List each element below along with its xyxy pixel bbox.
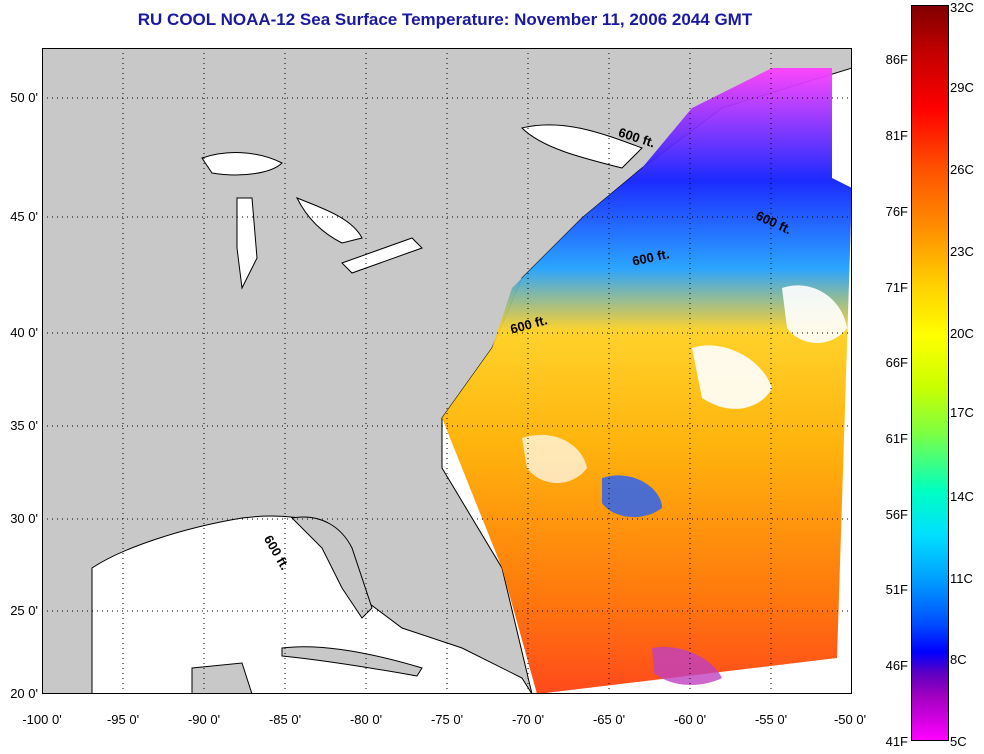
yucatan (191, 662, 253, 694)
cloud-patch (692, 345, 772, 409)
lon-label-50: -50 0' (833, 712, 867, 727)
lat-label-40: 40 0' (10, 325, 38, 340)
cloud-patch (782, 285, 847, 343)
colorbar-f-label: 61F (885, 431, 908, 446)
lat-label-35: 35 0' (10, 418, 38, 433)
colorbar-f-label: 86F (885, 52, 908, 67)
lat-label-50: 50 0' (10, 90, 38, 105)
colorbar-f-label: 66F (885, 355, 908, 370)
colorbar-c-label: 8C (950, 652, 967, 667)
lon-label-65: -65 0' (592, 712, 626, 727)
gulf-of-st-lawrence (521, 124, 643, 169)
lon-label-70: -70 0' (511, 712, 545, 727)
colorbar-f-label: 46F (885, 658, 908, 673)
colorbar-c-label: 17C (950, 405, 974, 420)
lake-erie (341, 237, 423, 274)
lat-label-25: 25 0' (10, 603, 38, 618)
graticule (42, 48, 852, 694)
lat-label-45: 45 0' (10, 209, 38, 224)
cuba (281, 646, 423, 677)
lon-label-75: -75 0' (430, 712, 464, 727)
lake-huron (295, 197, 363, 244)
cool-eddy (602, 475, 662, 518)
lat-label-30: 30 0' (10, 511, 38, 526)
map-title: RU COOL NOAA-12 Sea Surface Temperature:… (137, 10, 753, 29)
colorbar-c-label: 29C (950, 80, 974, 95)
colorbar-c-label: 26C (950, 162, 974, 177)
lat-label-20: 20 0' (10, 686, 38, 701)
lon-label-80: -80 0' (349, 712, 383, 727)
colorbar-f-label: 51F (885, 582, 908, 597)
cloud-patch (522, 434, 587, 483)
lon-label-60: -60 0' (673, 712, 707, 727)
colorbar-c-label: 11C (950, 571, 973, 586)
colorbar-f-label: 76F (885, 204, 908, 219)
colorbar-c-label: 20C (950, 326, 974, 341)
colorbar-f-label: 41F (885, 734, 908, 749)
lon-label-90: -90 0' (187, 712, 221, 727)
colorbar-c-label: 5C (950, 734, 967, 749)
sst-swath (442, 68, 852, 694)
colorbar-c-label: 23C (950, 244, 974, 259)
colorbar-f-label: 56F (885, 507, 908, 522)
lake-michigan (236, 197, 258, 290)
temperature-colorbar (911, 5, 949, 741)
sst-map (42, 48, 852, 694)
lon-label-55: -55 0' (754, 712, 788, 727)
colorbar-f-label: 81F (885, 128, 908, 143)
lon-label-95: -95 0' (106, 712, 140, 727)
map-frame (42, 48, 852, 694)
lon-label-85: -85 0' (268, 712, 302, 727)
map-canvas (42, 48, 852, 694)
colorbar-c-label: 14C (950, 489, 974, 504)
lake-superior (201, 152, 283, 176)
cool-patch (652, 647, 722, 685)
florida (290, 516, 373, 619)
lon-label-100: -100 0' (22, 712, 62, 727)
colorbar-c-label: 32C (950, 0, 974, 15)
colorbar-f-label: 71F (885, 280, 908, 295)
